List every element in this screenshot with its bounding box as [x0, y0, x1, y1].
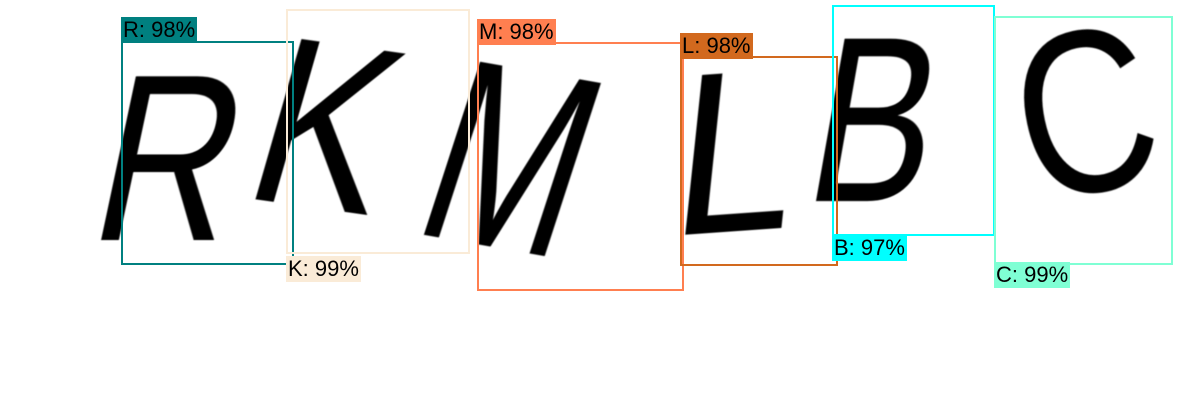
confidence-label-l: L: 98% [680, 33, 753, 59]
confidence-label-k: K: 99% [286, 256, 361, 282]
confidence-label-b: B: 97% [832, 235, 907, 261]
bounding-box-k [286, 9, 470, 254]
bounding-box-b [832, 5, 995, 236]
bounding-box-l [680, 56, 838, 266]
confidence-label-m: M: 98% [477, 19, 556, 45]
confidence-label-c: C: 99% [994, 262, 1071, 288]
bounding-box-m [477, 42, 684, 291]
bounding-box-r [121, 41, 294, 265]
bounding-box-c [994, 16, 1173, 265]
confidence-label-r: R: 98% [121, 17, 198, 43]
